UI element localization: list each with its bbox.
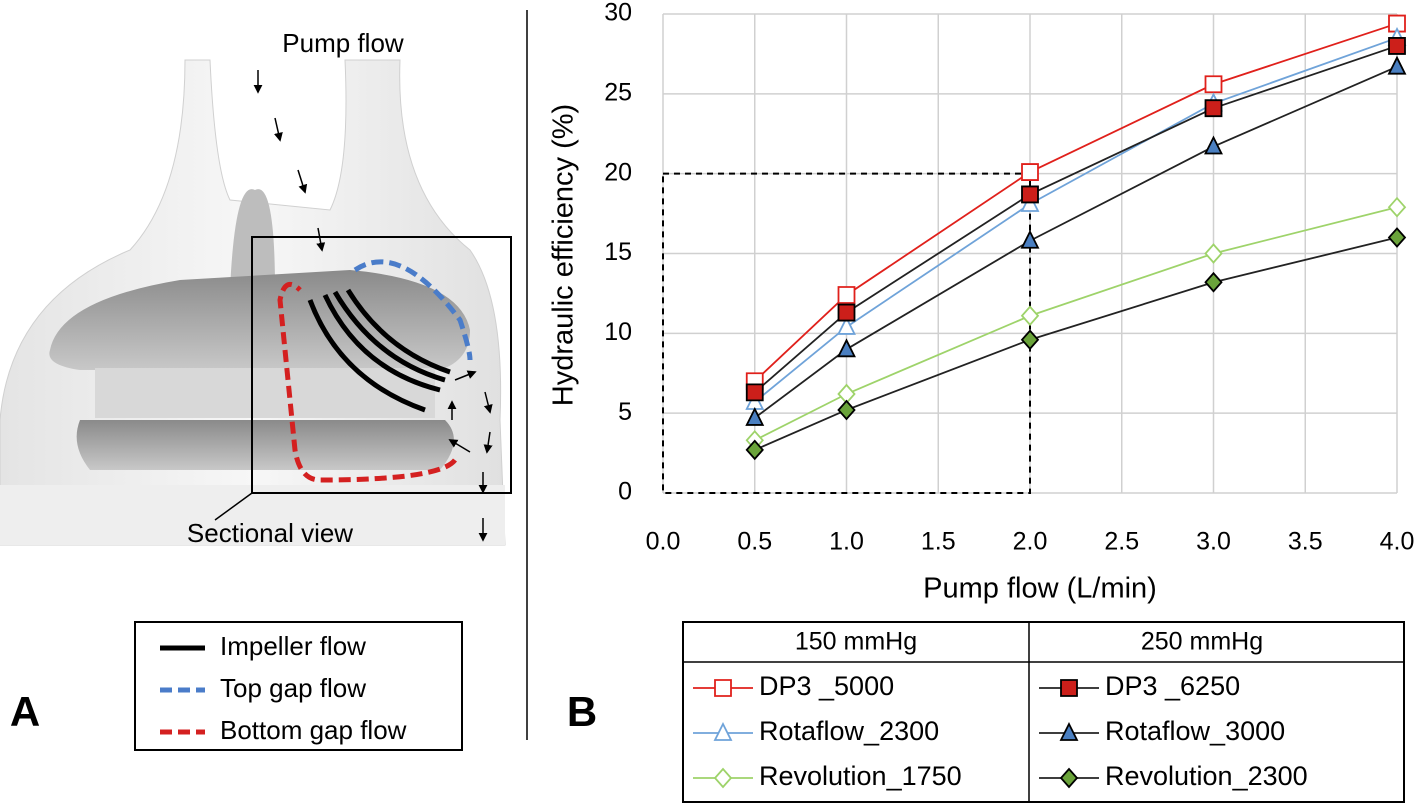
pump-drawing bbox=[0, 59, 512, 546]
diagram-legend: Impeller flow Top gap flow Bottom gap flow bbox=[160, 631, 407, 745]
x-tick-label: 3.0 bbox=[1196, 528, 1231, 556]
legend-label: DP3 _5000 bbox=[759, 671, 894, 701]
marker bbox=[1387, 196, 1407, 218]
legend-label: Bottom gap flow bbox=[220, 715, 407, 745]
sectional-view-label: Sectional view bbox=[187, 518, 353, 548]
series-line bbox=[754, 236, 1398, 451]
marker bbox=[1020, 229, 1040, 249]
x-tick-label: 0.5 bbox=[737, 528, 772, 556]
panel-label: A bbox=[10, 688, 40, 735]
x-tick-label: 2.5 bbox=[1104, 528, 1139, 556]
legend-label: Top gap flow bbox=[220, 673, 366, 703]
series-line bbox=[754, 45, 1398, 394]
marker bbox=[1388, 37, 1406, 55]
marker bbox=[837, 338, 856, 358]
legend-table bbox=[682, 621, 1405, 803]
x-tick-label: 1.5 bbox=[921, 528, 956, 556]
marker bbox=[837, 399, 856, 421]
legend-marker bbox=[714, 679, 732, 697]
marker bbox=[1387, 55, 1407, 75]
marker bbox=[1204, 271, 1223, 293]
legend-marker bbox=[713, 721, 733, 741]
legend-column-title: 150 mmHg bbox=[795, 628, 917, 656]
marker bbox=[1021, 163, 1039, 181]
marker bbox=[1204, 75, 1223, 94]
marker bbox=[1020, 305, 1040, 327]
marker bbox=[837, 315, 856, 335]
panel-label: B bbox=[567, 688, 597, 735]
marker bbox=[1020, 329, 1040, 351]
legend-label: Rotaflow_3000 bbox=[1105, 716, 1285, 746]
legend-marker bbox=[713, 767, 733, 789]
marker bbox=[837, 286, 856, 304]
y-tick-label: 10 bbox=[604, 318, 632, 346]
marker bbox=[1021, 185, 1039, 204]
marker bbox=[1204, 99, 1223, 118]
reference-box bbox=[662, 172, 1031, 494]
x-axis-title: Pump flow (L/min) bbox=[923, 573, 1157, 605]
x-tick-label: 2.0 bbox=[1013, 528, 1048, 556]
marker bbox=[1204, 135, 1223, 155]
y-tick-label: 20 bbox=[604, 158, 632, 186]
marker bbox=[745, 439, 764, 461]
legend-label: Impeller flow bbox=[220, 631, 366, 661]
y-tick-label: 30 bbox=[604, 0, 632, 27]
marker bbox=[745, 406, 765, 426]
x-tick-label: 1.0 bbox=[829, 528, 864, 556]
marker bbox=[745, 383, 764, 402]
diagram-legend-box bbox=[134, 621, 463, 751]
legend-label: Revolution_2300 bbox=[1105, 761, 1308, 791]
legend-label: DP3 _6250 bbox=[1105, 671, 1240, 701]
legend-marker bbox=[1059, 767, 1079, 789]
y-axis-title: Hydraulic efficiency (%) bbox=[548, 104, 580, 406]
legend-column-title: 250 mmHg bbox=[1141, 628, 1263, 656]
series-line bbox=[754, 65, 1398, 419]
marker bbox=[1388, 14, 1406, 33]
legend-marker bbox=[1059, 721, 1079, 741]
y-tick-label: 25 bbox=[604, 78, 632, 106]
x-tick-label: 3.5 bbox=[1288, 528, 1323, 556]
marker bbox=[1387, 227, 1407, 248]
legend-label: Rotaflow_2300 bbox=[759, 716, 939, 746]
marker bbox=[1204, 243, 1223, 264]
marker bbox=[837, 303, 856, 322]
y-tick-label: 5 bbox=[618, 398, 632, 426]
y-tick-label: 0 bbox=[618, 478, 632, 506]
x-tick-label: 0.0 bbox=[646, 528, 681, 556]
x-tick-label: 4.0 bbox=[1380, 528, 1415, 556]
legend-label: Revolution_1750 bbox=[759, 761, 962, 791]
y-tick-label: 15 bbox=[604, 238, 632, 266]
legend-marker bbox=[1060, 679, 1078, 697]
pump-flow-label: Pump flow bbox=[282, 28, 404, 58]
